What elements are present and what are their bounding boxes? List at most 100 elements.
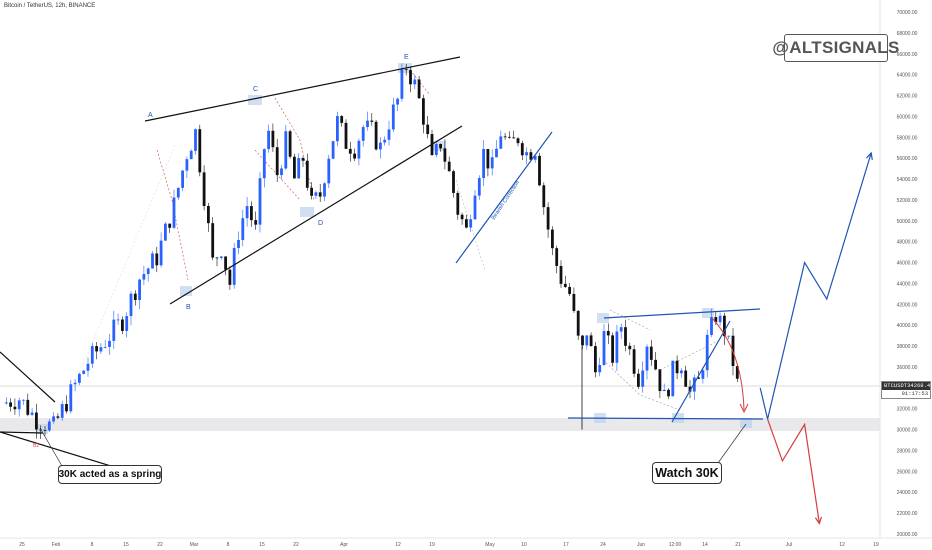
candle-body bbox=[542, 185, 546, 208]
x-tick-label: 19 bbox=[873, 542, 879, 548]
wave-label-e: E bbox=[404, 54, 409, 61]
candle-body bbox=[697, 377, 700, 379]
candle-body bbox=[151, 253, 154, 269]
candle-body bbox=[108, 340, 111, 347]
candle-body bbox=[327, 158, 331, 184]
candle-body bbox=[65, 404, 68, 412]
x-tick-label: Jun bbox=[637, 542, 645, 548]
last-price-tag: BTCUSDT 34268.41 01:17:53 bbox=[881, 381, 932, 399]
y-tick-label: 32000.00 bbox=[897, 407, 918, 413]
y-tick-label: 38000.00 bbox=[897, 344, 918, 350]
y-tick-label: 30000.00 bbox=[897, 428, 918, 434]
candle-body bbox=[215, 257, 219, 259]
candle-body bbox=[701, 370, 705, 379]
candle-body bbox=[370, 120, 374, 122]
candle-body bbox=[645, 346, 649, 371]
candle-body bbox=[649, 346, 653, 360]
candle-body bbox=[490, 157, 494, 169]
candle-body bbox=[254, 220, 258, 225]
spring-callout-connector bbox=[39, 427, 63, 467]
candle-body bbox=[422, 98, 425, 125]
candle-body bbox=[387, 129, 391, 140]
candle-body bbox=[293, 156, 296, 179]
x-tick-label: 22 bbox=[293, 542, 299, 548]
candle-body bbox=[396, 98, 399, 105]
candle-body bbox=[662, 389, 666, 392]
candle-body bbox=[69, 384, 73, 412]
candle-body bbox=[90, 346, 94, 364]
candle-body bbox=[52, 416, 55, 422]
candle-body bbox=[654, 359, 657, 370]
candle-body bbox=[671, 360, 675, 397]
candle-body bbox=[391, 104, 395, 130]
candle-body bbox=[56, 416, 60, 418]
x-tick-label: 8 bbox=[227, 542, 230, 548]
x-tick-label: Apr bbox=[340, 542, 348, 548]
bearish-projection-arrowhead bbox=[814, 516, 823, 525]
bearish-projection-line bbox=[767, 418, 820, 524]
candle-body bbox=[267, 130, 270, 150]
y-tick-label: 70000.00 bbox=[897, 10, 918, 16]
candle-body bbox=[344, 122, 348, 149]
candle-body bbox=[512, 137, 516, 139]
watch-callout: Watch 30K bbox=[652, 462, 722, 484]
candle-body bbox=[357, 140, 361, 159]
candle-body bbox=[714, 317, 718, 323]
candle-body bbox=[35, 412, 38, 430]
candle-body bbox=[103, 346, 107, 348]
candle-body bbox=[624, 327, 627, 346]
y-tick-label: 24000.00 bbox=[897, 490, 918, 496]
x-tick-label: 25 bbox=[19, 542, 25, 548]
candle-body bbox=[211, 223, 215, 258]
price-axis: 70000.00 68000.00 66000.00 64000.00 62000.00… bbox=[897, 10, 918, 538]
candle-body bbox=[383, 139, 387, 143]
candle-body bbox=[477, 178, 481, 196]
x-tick-label: 24 bbox=[600, 542, 606, 548]
candle-body bbox=[314, 192, 318, 196]
candle-body bbox=[361, 127, 365, 141]
y-tick-label: 44000.00 bbox=[897, 281, 918, 287]
y-tick-label: 20000.00 bbox=[897, 532, 918, 538]
red-curve-arrowhead bbox=[739, 403, 749, 414]
candle-body bbox=[353, 153, 356, 159]
candle-body bbox=[581, 335, 584, 346]
x-tick-label: 19 bbox=[429, 542, 435, 548]
candle-body bbox=[288, 131, 292, 157]
price-tag-price: 34268.41 bbox=[907, 382, 932, 389]
candle-body bbox=[301, 158, 305, 161]
wave-label-b: B bbox=[186, 304, 191, 311]
y-tick-label: 22000.00 bbox=[897, 511, 918, 517]
candle-body bbox=[26, 399, 30, 415]
candle-body bbox=[495, 148, 498, 158]
candle-body bbox=[628, 345, 632, 350]
candle-body bbox=[73, 382, 77, 385]
candle-body bbox=[439, 144, 442, 149]
x-tick-label: 22 bbox=[157, 542, 163, 548]
candle-body bbox=[465, 219, 468, 228]
candle-body bbox=[9, 402, 12, 407]
candle-body bbox=[555, 248, 559, 266]
candle-body bbox=[723, 315, 726, 337]
candle-body bbox=[675, 360, 679, 374]
candle-body bbox=[95, 346, 98, 352]
candle-body bbox=[237, 239, 240, 249]
candle-body bbox=[508, 136, 511, 138]
y-tick-label: 66000.00 bbox=[897, 52, 918, 58]
spring-callout: 30K acted as a spring bbox=[58, 465, 162, 484]
wave-label-c: C bbox=[253, 86, 258, 93]
candle-body bbox=[615, 331, 619, 363]
candle-body bbox=[155, 253, 159, 266]
y-tick-label: 52000.00 bbox=[897, 198, 918, 204]
candle-body bbox=[637, 373, 640, 387]
candle-body bbox=[138, 279, 141, 300]
watermark-badge: @ALTSIGNALS bbox=[772, 34, 899, 62]
candle-body bbox=[667, 389, 670, 397]
x-tick-label: 10 bbox=[521, 542, 527, 548]
y-tick-label: 36000.00 bbox=[897, 365, 918, 371]
candle-body bbox=[632, 349, 636, 374]
wave-labels: A B C D E bbox=[148, 54, 409, 311]
candle-body bbox=[520, 143, 524, 156]
candle-body bbox=[159, 240, 163, 266]
candle-body bbox=[207, 205, 210, 224]
